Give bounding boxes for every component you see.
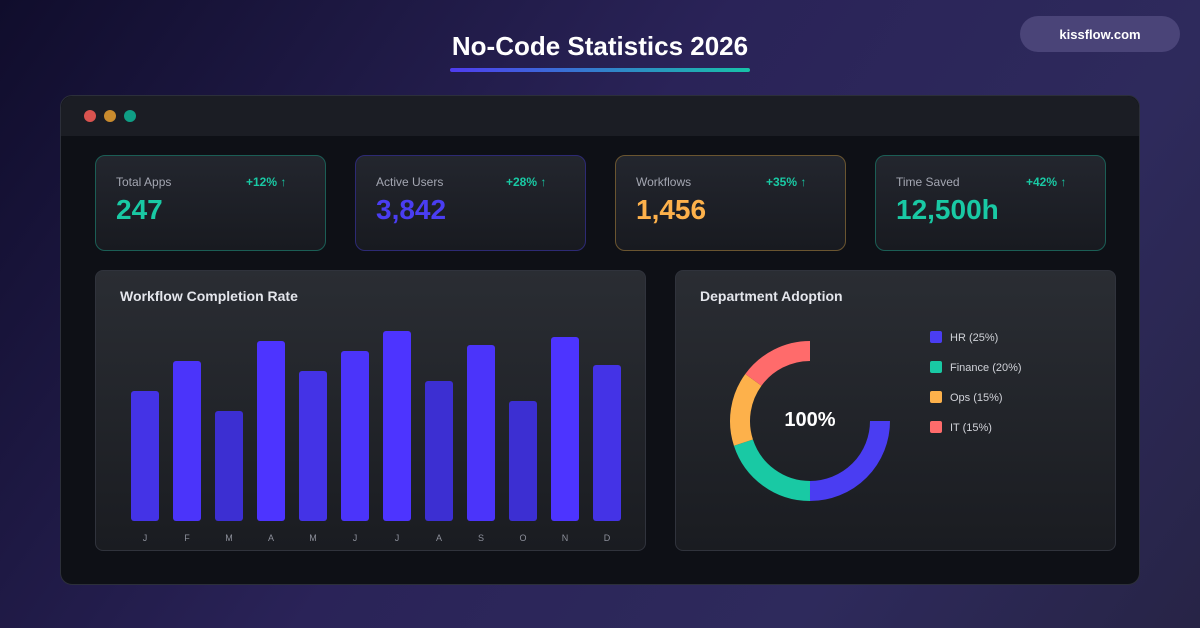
- legend-label: IT (15%): [950, 422, 992, 434]
- bar-11[interactable]: [551, 337, 579, 521]
- stat-label: Active Users: [376, 175, 444, 189]
- donut-slice-3[interactable]: [730, 373, 762, 446]
- department-adoption-title: Department Adoption: [700, 288, 843, 304]
- bar-3[interactable]: [215, 411, 243, 521]
- bar-12[interactable]: [593, 365, 621, 521]
- x-tick-label: N: [562, 533, 569, 543]
- x-tick-label: J: [395, 533, 400, 543]
- stat-label: Time Saved: [896, 175, 960, 189]
- x-tick-label: A: [436, 533, 442, 543]
- close-dot[interactable]: [84, 110, 96, 122]
- stat-label: Workflows: [636, 175, 692, 189]
- stat-value: 1,456: [636, 194, 707, 225]
- stat-value: 3,842: [376, 194, 447, 225]
- site-badge[interactable]: kissflow.com: [1020, 16, 1180, 52]
- x-tick-label: M: [309, 533, 317, 543]
- bar-2[interactable]: [173, 361, 201, 521]
- stat-change: +35% ↑: [766, 175, 807, 189]
- donut-center-label: 100%: [784, 409, 836, 431]
- bar-5[interactable]: [299, 371, 327, 521]
- bar-10[interactable]: [509, 401, 537, 521]
- bar-6[interactable]: [341, 351, 369, 521]
- stat-value: 247: [116, 194, 163, 225]
- maximize-dot[interactable]: [124, 110, 136, 122]
- window-titlebar: [61, 96, 1139, 136]
- stat-value: 12,500h: [896, 194, 999, 225]
- legend-swatch: [930, 331, 942, 343]
- bar-7[interactable]: [383, 331, 411, 521]
- bar-1[interactable]: [131, 391, 159, 521]
- legend-label: HR (25%): [950, 332, 999, 344]
- bar-9[interactable]: [467, 345, 495, 521]
- stat-card-total-apps[interactable]: Total Apps +12% ↑ 247: [95, 155, 326, 251]
- legend-label: Ops (15%): [950, 392, 1003, 404]
- bar-8[interactable]: [425, 381, 453, 521]
- stat-label: Total Apps: [116, 175, 172, 189]
- page-title: No-Code Statistics 2026: [451, 31, 749, 61]
- stat-change: +12% ↑: [246, 175, 287, 189]
- stat-card-active-users[interactable]: Active Users +28% ↑ 3,842: [355, 155, 586, 251]
- donut-slice-4[interactable]: [745, 341, 811, 387]
- donut-slice-2[interactable]: [733, 439, 811, 501]
- stat-change: +28% ↑: [506, 175, 547, 189]
- bar-4[interactable]: [257, 341, 285, 521]
- minimize-dot[interactable]: [104, 110, 116, 122]
- donut-slice-1[interactable]: [809, 420, 890, 501]
- legend-label: Finance (20%): [950, 362, 1022, 374]
- completion-rate-panel: Workflow Completion Rate J F M A M J J A S O N D: [95, 270, 646, 551]
- x-tick-label: S: [478, 533, 484, 543]
- department-donut-chart: [730, 341, 890, 501]
- department-adoption-panel: Department Adoption 100% HR (25%) Financ…: [675, 270, 1116, 551]
- legend-swatch: [930, 421, 942, 433]
- stat-card-workflows[interactable]: Workflows +35% ↑ 1,456: [615, 155, 846, 251]
- x-tick-label: A: [268, 533, 274, 543]
- completion-rate-title: Workflow Completion Rate: [120, 288, 298, 304]
- x-tick-label: M: [225, 533, 233, 543]
- legend-swatch: [930, 391, 942, 403]
- legend-swatch: [930, 361, 942, 373]
- x-tick-label: D: [604, 533, 611, 543]
- x-tick-label: J: [143, 533, 148, 543]
- x-tick-label: F: [184, 533, 190, 543]
- x-tick-label: O: [519, 533, 526, 543]
- x-tick-label: J: [353, 533, 358, 543]
- stat-card-time-saved[interactable]: Time Saved +42% ↑ 12,500h: [875, 155, 1106, 251]
- title-underline: [450, 68, 750, 72]
- dashboard-window: Total Apps +12% ↑ 247 Active Users +28% …: [60, 95, 1140, 585]
- stat-change: +42% ↑: [1026, 175, 1067, 189]
